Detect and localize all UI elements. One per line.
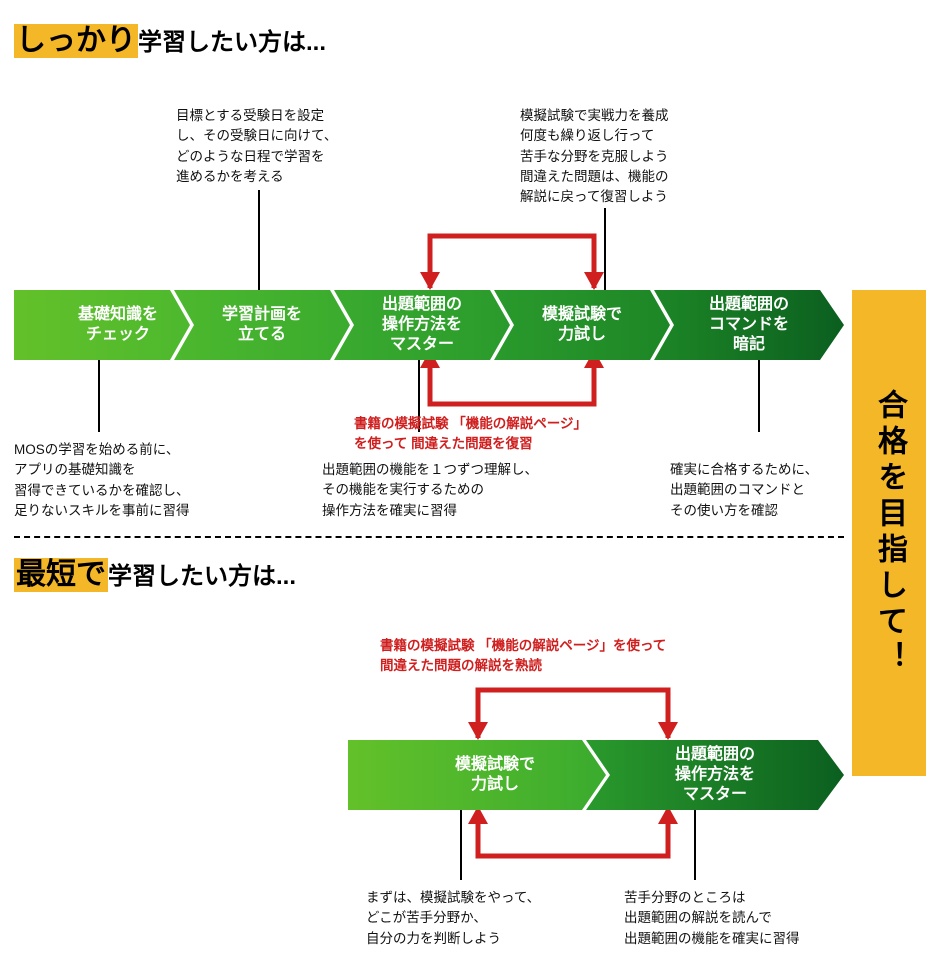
note-mock: 模擬試験で実戦力を養成 何度も繰り返し行って 苦手な分野を克服しよう 間違えた問… <box>520 106 669 207</box>
step-basics: 基礎知識を チェック <box>14 290 190 360</box>
connector <box>98 360 100 432</box>
step-master-2: 出題範囲の 操作方法を マスター <box>586 740 844 810</box>
note-commands: 確実に合格するために、 出題範囲のコマンドと その使い方を確認 <box>670 460 818 521</box>
title-thorough: しっかり 学習したい方は... <box>14 22 326 58</box>
title-highlight-2: 最短で <box>14 558 108 592</box>
arrow-row-1: 基礎知識を チェック 学習計画を 立てる 出題範囲の 操作方法を マスター 模擬… <box>14 290 844 360</box>
step-mock: 模擬試験で 力試し <box>494 290 670 360</box>
connector <box>694 810 696 880</box>
title-fastest: 最短で 学習したい方は... <box>14 556 296 592</box>
note-weak-areas: 苦手分野のところは 出題範囲の解説を読んで 出題範囲の機能を確実に習得 <box>624 888 800 949</box>
review-note-1: 書籍の模擬試験 「機能の解説ページ」 を使って 間違えた問題を復習 <box>354 414 587 455</box>
goal-box: 合格を目指して！ <box>852 290 926 776</box>
arrow-row-2: 模擬試験で 力試し 出題範囲の 操作方法を マスター <box>348 740 844 810</box>
connector <box>258 190 260 290</box>
divider <box>14 536 844 538</box>
step-mock-2: 模擬試験で 力試し <box>348 740 606 810</box>
goal-text: 合格を目指して！ <box>867 389 911 677</box>
connector <box>460 810 462 880</box>
title-rest-1: 学習したい方は... <box>138 22 326 57</box>
step-master: 出題範囲の 操作方法を マスター <box>334 290 510 360</box>
review-note-2: 書籍の模擬試験 「機能の解説ページ」を使って 間違えた問題の解説を熟読 <box>380 636 666 677</box>
step-plan: 学習計画を 立てる <box>174 290 350 360</box>
title-rest-2: 学習したい方は... <box>108 556 296 591</box>
canvas: { "colors": { "highlight": "#f4b728", "b… <box>0 0 940 962</box>
connector <box>758 360 760 432</box>
step-commands: 出題範囲の コマンドを 暗記 <box>654 290 844 360</box>
note-basics: MOSの学習を始める前に、 アプリの基礎知識を 習得できているかを確認し、 足り… <box>14 440 190 521</box>
title-highlight-1: しっかり <box>14 24 138 58</box>
note-plan: 目標とする受験日を設定 し、その受験日に向けて、 どのような日程で学習を 進める… <box>176 106 337 187</box>
note-master-ops: 出題範囲の機能を１つずつ理解し、 その機能を実行するための 操作方法を確実に習得 <box>322 460 538 521</box>
note-mock-first: まずは、模擬試験をやって、 どこが苦手分野か、 自分の力を判断しよう <box>366 888 540 949</box>
